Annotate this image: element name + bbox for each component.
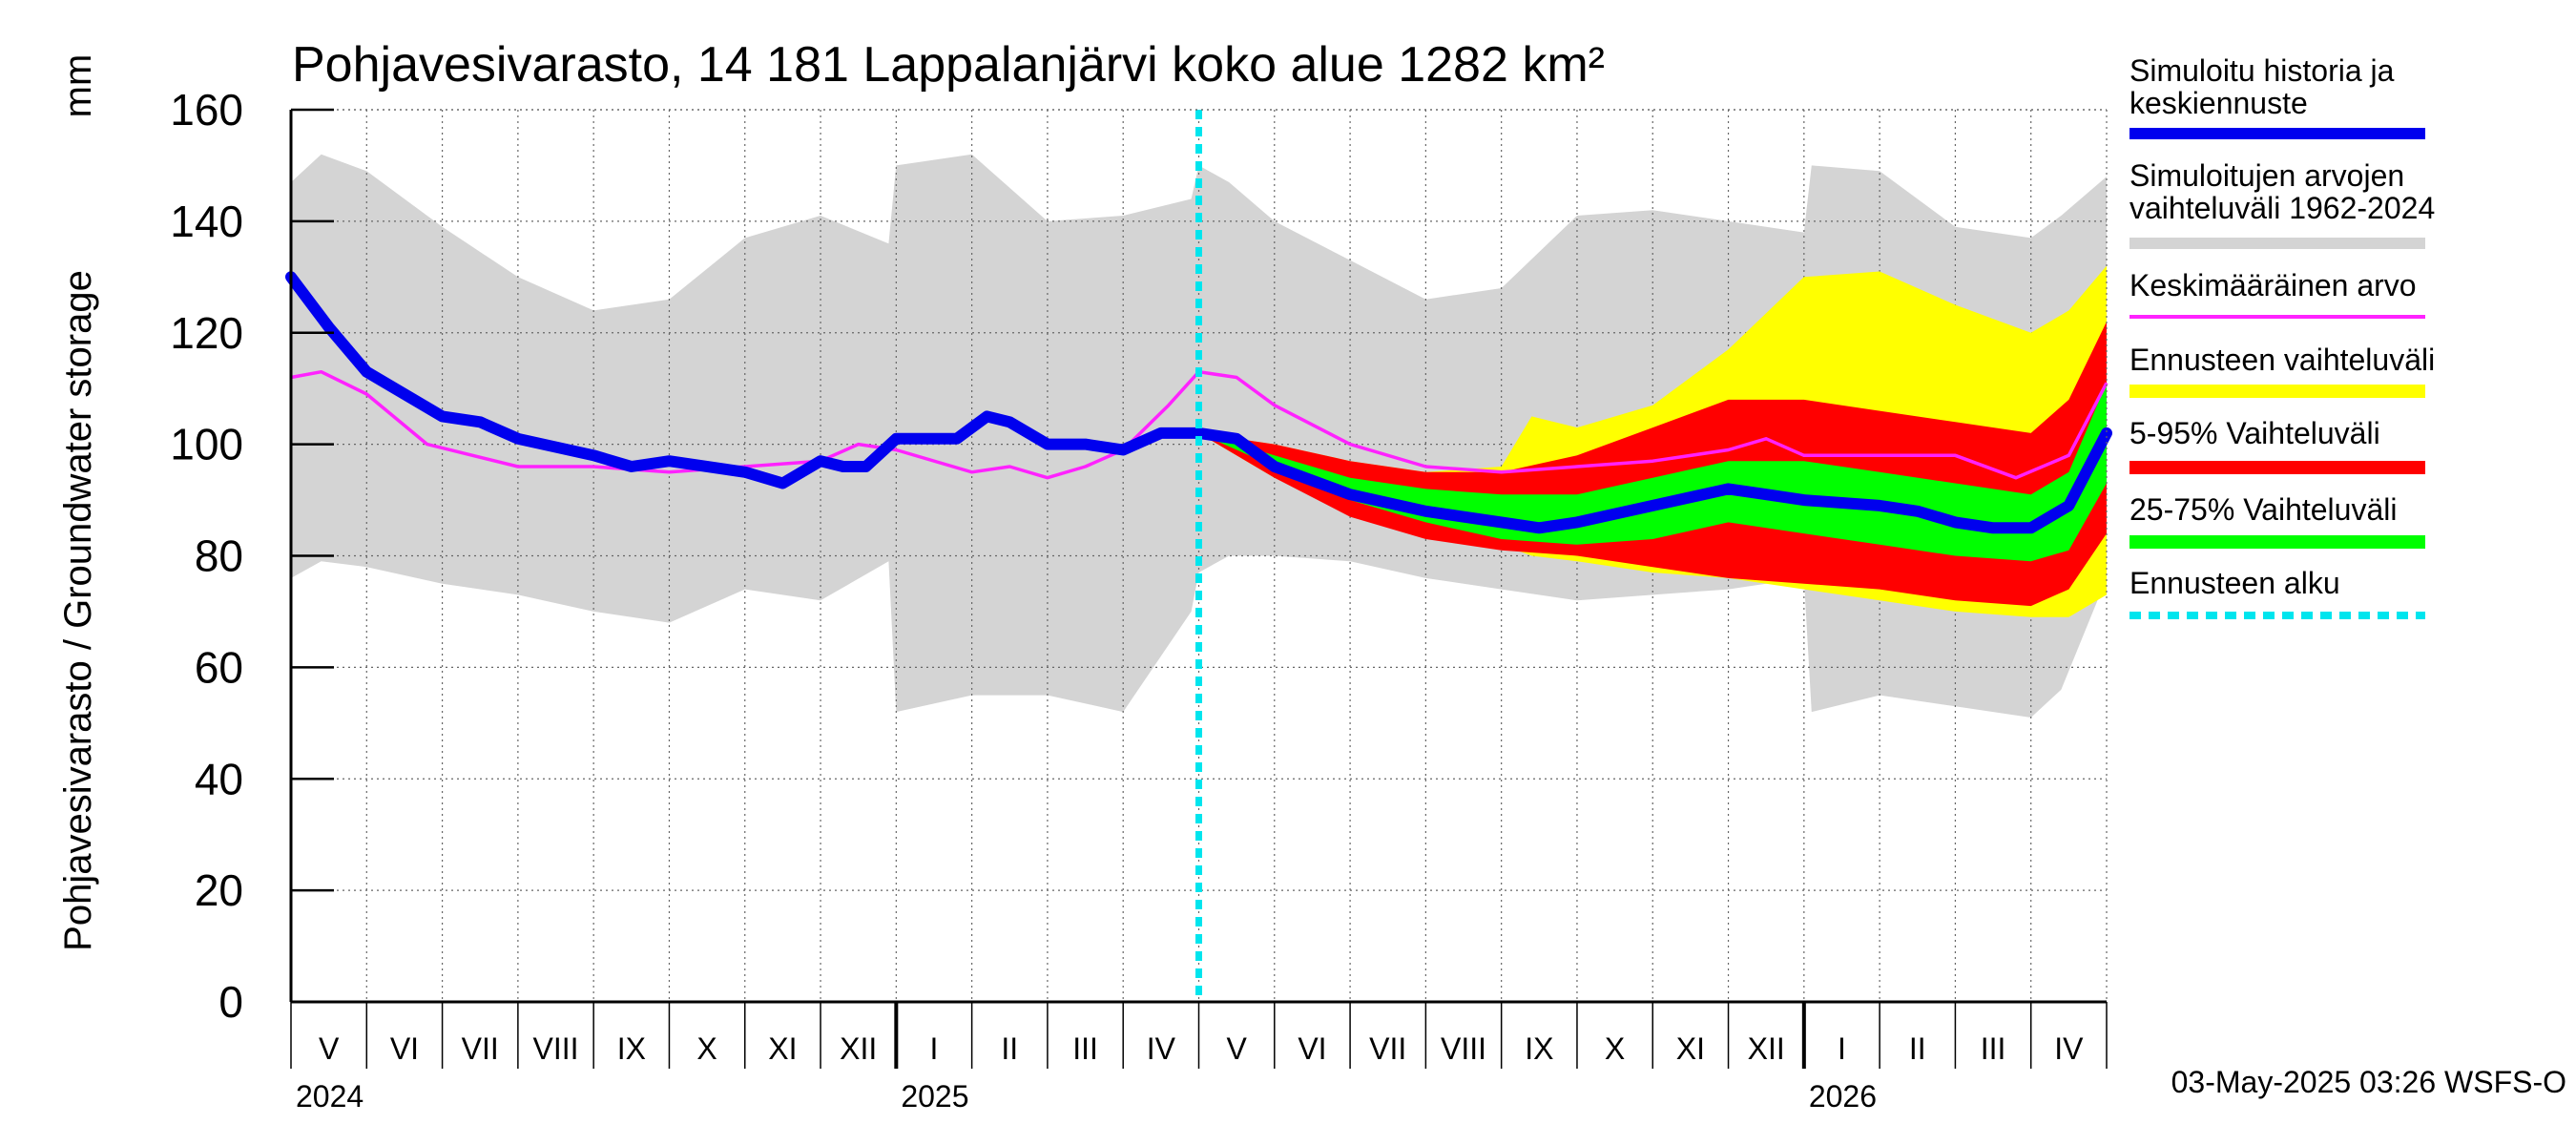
y-tick-label: 160	[170, 85, 243, 135]
x-month-label: VI	[1298, 1031, 1326, 1066]
x-month-label: II	[1001, 1031, 1018, 1066]
x-month-label: VI	[390, 1031, 419, 1066]
x-month-label: VII	[1369, 1031, 1406, 1066]
x-month-label: V	[319, 1031, 340, 1066]
x-month-label: VII	[462, 1031, 499, 1066]
y-tick-label: 40	[195, 754, 243, 803]
y-axis-label: Pohjavesivarasto / Groundwater storage	[57, 270, 99, 951]
x-month-label: XI	[1676, 1031, 1705, 1066]
legend-forecast-range-label: Ennusteen vaihteluväli	[2129, 343, 2435, 377]
legend-p5-95-label: 5-95% Vaihteluväli	[2129, 416, 2380, 450]
y-tick-label: 60	[195, 642, 243, 692]
y-tick-label: 20	[195, 865, 243, 915]
y-tick-label: 100	[170, 420, 243, 469]
legend-p25-75-label: 25-75% Vaihteluväli	[2129, 492, 2397, 527]
x-month-label: XII	[1748, 1031, 1785, 1066]
x-month-label: III	[1981, 1031, 2006, 1066]
x-month-label: VIII	[1441, 1031, 1486, 1066]
x-month-label: I	[930, 1031, 939, 1066]
x-month-label: X	[1605, 1031, 1625, 1066]
x-month-label: III	[1072, 1031, 1098, 1066]
legend-history-range-label: vaihteluväli 1962-2024	[2129, 191, 2435, 225]
x-month-label: I	[1838, 1031, 1846, 1066]
y-tick-label: 140	[170, 197, 243, 246]
x-month-label: XI	[768, 1031, 797, 1066]
simulated-line	[285, 271, 2112, 534]
timestamp: 03-May-2025 03:26 WSFS-O	[2171, 1065, 2566, 1099]
y-axis-unit: mm	[57, 54, 99, 118]
x-month-label: IX	[1525, 1031, 1553, 1066]
x-year-label: 2025	[901, 1079, 968, 1114]
x-month-label: IX	[617, 1031, 646, 1066]
x-month-label: X	[696, 1031, 717, 1066]
x-month-label: VIII	[533, 1031, 579, 1066]
legend-forecast-start-label: Ennusteen alku	[2129, 566, 2340, 600]
plot-area	[285, 109, 2112, 1002]
y-tick-label: 120	[170, 308, 243, 358]
legend-simulated-label: Simuloitu historia ja	[2129, 53, 2395, 88]
legend-mean-label: Keskimääräinen arvo	[2129, 268, 2417, 302]
y-axis-label-text: Pohjavesivarasto / Groundwater storage	[57, 270, 99, 951]
legend-history-range-label: Simuloitujen arvojen	[2129, 158, 2404, 193]
x-month-label: II	[1909, 1031, 1926, 1066]
x-year-label: 2024	[296, 1079, 364, 1114]
legend-simulated-label: keskiennuste	[2129, 86, 2308, 120]
x-month-label: IV	[2054, 1031, 2084, 1066]
y-tick-label: 0	[218, 977, 243, 1027]
x-month-label: XII	[840, 1031, 877, 1066]
x-month-label: V	[1226, 1031, 1247, 1066]
chart-title: Pohjavesivarasto, 14 181 Lappalanjärvi k…	[292, 37, 1605, 93]
x-year-label: 2026	[1809, 1079, 1877, 1114]
x-month-label: IV	[1147, 1031, 1176, 1066]
y-tick-label: 80	[195, 531, 243, 581]
